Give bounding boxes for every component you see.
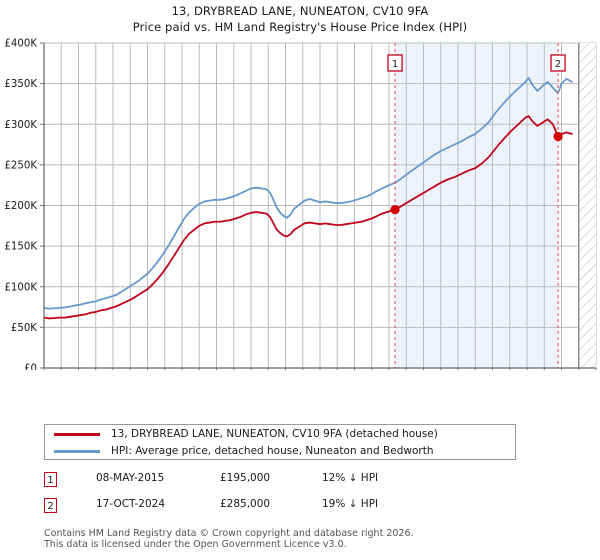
footer-line-1: Contains HM Land Registry data © Crown c… — [44, 528, 414, 539]
svg-text:£150K: £150K — [4, 242, 37, 253]
page-subtitle: Price paid vs. HM Land Registry's House … — [132, 20, 468, 34]
svg-text:£250K: £250K — [4, 160, 37, 171]
table-row[interactable]: 1 08-MAY-2015 £195,000 12% ↓ HPI — [44, 470, 516, 496]
svg-text:£200K: £200K — [4, 201, 37, 212]
svg-text:£300K: £300K — [4, 120, 37, 131]
sale-date-2: 17-OCT-2024 — [96, 498, 165, 510]
sale-hpi-delta-1: 12% ↓ HPI — [322, 472, 379, 484]
sales-history-table: 1 08-MAY-2015 £195,000 12% ↓ HPI 2 17-OC… — [44, 470, 516, 522]
legend-label-hpi: HPI: Average price, detached house, Nune… — [111, 445, 434, 457]
chart-svg: £0 £50K £100K £150K £200K £250K £300K £350K £400… — [4, 39, 597, 370]
legend-item-property: 13, DRYBREAD LANE, NUNEATON, CV10 9FA (d… — [45, 425, 438, 443]
svg-text:£400K: £400K — [4, 39, 37, 50]
sale-date-1: 08-MAY-2015 — [96, 472, 165, 484]
svg-text:£350K: £350K — [4, 79, 37, 90]
svg-text:2: 2 — [555, 59, 561, 70]
sale-price-2: £285,000 — [220, 498, 271, 510]
page-title: 13, DRYBREAD LANE, NUNEATON, CV10 9FA — [171, 4, 429, 18]
svg-text:£0: £0 — [24, 364, 37, 370]
svg-text:£50K: £50K — [11, 323, 37, 334]
sale-badge-1: 1 — [44, 472, 57, 487]
legend-swatch-property-icon — [54, 432, 100, 436]
legend-item-hpi: HPI: Average price, detached house, Nune… — [45, 442, 433, 460]
footer-line-2: This data is licensed under the Open Gov… — [44, 539, 347, 550]
chart-title-block: 13, DRYBREAD LANE, NUNEATON, CV10 9FA Pr… — [0, 3, 600, 35]
copyright-footer: Contains HM Land Registry data © Crown c… — [44, 528, 564, 550]
sale-badge-2: 2 — [44, 498, 57, 513]
chart-legend: 13, DRYBREAD LANE, NUNEATON, CV10 9FA (d… — [44, 424, 516, 460]
svg-text:£100K: £100K — [4, 282, 37, 293]
svg-text:1: 1 — [392, 59, 398, 70]
table-row[interactable]: 2 17-OCT-2024 £285,000 19% ↓ HPI — [44, 496, 516, 522]
sale-hpi-delta-2: 19% ↓ HPI — [322, 498, 379, 510]
sale-price-1: £195,000 — [220, 472, 271, 484]
legend-label-property: 13, DRYBREAD LANE, NUNEATON, CV10 9FA (d… — [111, 428, 438, 440]
legend-swatch-hpi-icon — [54, 449, 100, 453]
chart-plot-area: £0 £50K £100K £150K £200K £250K £300K £350K £400… — [0, 38, 600, 370]
